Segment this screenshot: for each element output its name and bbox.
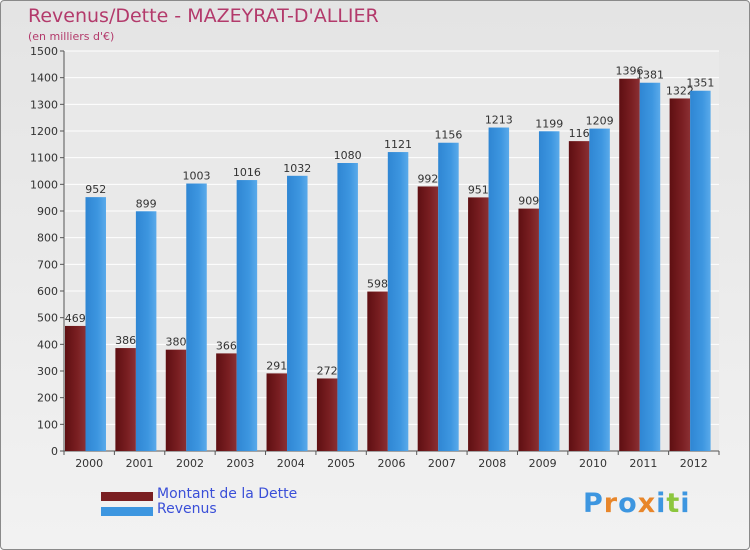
legend-label-revenue: Revenus	[157, 501, 217, 517]
debt-bar	[115, 348, 136, 451]
debt-bar	[568, 141, 590, 451]
y-tick-label: 200	[37, 392, 58, 405]
debt-data-label: 909	[518, 195, 539, 208]
debt-bar	[165, 349, 187, 451]
revenue-bar	[186, 183, 207, 452]
y-tick-label: 0	[51, 445, 58, 458]
revenue-data-label: 1032	[283, 162, 311, 175]
x-tick-label: 2008	[478, 457, 506, 470]
revenue-data-label: 1121	[384, 138, 412, 151]
debt-data-label: 598	[367, 278, 388, 291]
x-tick-label: 2007	[428, 457, 456, 470]
revenue-data-label: 1080	[334, 149, 362, 162]
logo-letter: P	[583, 488, 604, 519]
revenue-data-label: 1351	[686, 77, 714, 90]
y-tick-label: 1000	[30, 178, 58, 191]
revenue-bar	[538, 131, 560, 451]
debt-bar	[367, 291, 388, 451]
y-tick-label: 900	[37, 205, 58, 218]
y-tick-label: 100	[37, 418, 58, 431]
debt-bar	[216, 353, 237, 451]
revenue-bar	[639, 82, 661, 451]
revenue-bar	[589, 128, 610, 451]
x-tick-label: 2006	[378, 457, 406, 470]
revenue-bar	[287, 175, 308, 452]
debt-data-label: 951	[468, 183, 489, 196]
x-tick-label: 2002	[176, 457, 204, 470]
debt-bar	[468, 197, 489, 451]
chart-title: Revenus/Dette - MAZEYRAT-D'ALLIER	[28, 5, 379, 27]
revenue-bar	[135, 211, 157, 451]
debt-bar	[316, 378, 338, 451]
debt-data-label: 469	[65, 312, 86, 325]
debt-bar	[266, 373, 288, 451]
x-tick-label: 2004	[277, 457, 305, 470]
debt-bar	[518, 208, 539, 451]
revenue-data-label: 952	[85, 183, 106, 196]
revenue-data-label: 1213	[485, 114, 513, 127]
revenue-bar	[438, 142, 459, 451]
debt-data-label: 380	[166, 336, 187, 349]
y-tick-label: 500	[37, 312, 58, 325]
logo-letter: t	[666, 488, 681, 519]
logo-letter: i	[656, 488, 667, 519]
y-tick-label: 1400	[30, 72, 58, 85]
debt-data-label: 1322	[666, 84, 694, 97]
revenue-data-label: 1381	[636, 69, 664, 82]
x-tick-label: 2005	[327, 457, 355, 470]
revenue-data-label: 899	[136, 197, 157, 210]
debt-bar	[417, 186, 439, 451]
debt-data-label: 291	[266, 359, 287, 372]
debt-data-label: 992	[417, 172, 438, 185]
revenue-bar	[488, 127, 510, 452]
revenue-bar	[236, 180, 258, 452]
x-tick-label: 2012	[680, 457, 708, 470]
proxiti-logo: Proxiti	[583, 488, 691, 519]
logo-letter: x	[637, 488, 657, 519]
debt-bar	[619, 78, 640, 451]
debt-data-label: 1396	[615, 65, 643, 78]
debt-bar	[65, 325, 86, 451]
chart-subtitle: (en milliers d'€)	[28, 30, 115, 43]
debt-data-label: 272	[317, 364, 338, 377]
x-tick-label: 2000	[75, 457, 103, 470]
revenue-bar	[85, 197, 106, 451]
debt-data-label: 386	[115, 334, 136, 347]
y-tick-label: 600	[37, 285, 58, 298]
legend-swatch-revenue	[101, 507, 153, 516]
legend-swatch-debt	[101, 492, 153, 501]
revenue-bar	[690, 90, 711, 451]
x-tick-label: 2001	[126, 457, 154, 470]
y-tick-label: 1300	[30, 98, 58, 111]
legend-label-debt: Montant de la Dette	[157, 486, 298, 502]
revenue-bar	[337, 163, 358, 451]
logo-letter: o	[618, 488, 638, 519]
revenue-data-label: 1209	[586, 115, 614, 128]
revenue-bar	[387, 152, 409, 452]
y-tick-label: 1200	[30, 125, 58, 138]
x-tick-label: 2003	[226, 457, 254, 470]
y-tick-label: 1500	[30, 45, 58, 58]
revenue-data-label: 1003	[183, 170, 211, 183]
revenue-data-label: 1199	[535, 117, 563, 130]
debt-data-label: 366	[216, 339, 237, 352]
revenue-data-label: 1156	[434, 129, 462, 142]
y-tick-label: 1100	[30, 152, 58, 165]
y-tick-label: 300	[37, 365, 58, 378]
debt-data-label: 116	[569, 127, 590, 140]
y-tick-label: 400	[37, 338, 58, 351]
y-tick-label: 800	[37, 232, 58, 245]
logo-letter: i	[680, 488, 691, 519]
logo-letter: r	[603, 488, 619, 519]
debt-bar	[669, 98, 691, 451]
revenue-data-label: 1016	[233, 166, 261, 179]
x-tick-label: 2010	[579, 457, 607, 470]
x-tick-label: 2009	[529, 457, 557, 470]
x-tick-label: 2011	[629, 457, 657, 470]
y-tick-label: 700	[37, 258, 58, 271]
